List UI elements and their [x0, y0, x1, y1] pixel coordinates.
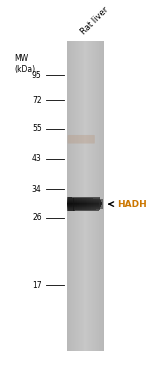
- FancyBboxPatch shape: [68, 135, 95, 144]
- Bar: [84, 41, 85, 351]
- Bar: [77, 41, 78, 351]
- Bar: [67, 204, 102, 205]
- Bar: [67, 203, 102, 204]
- Bar: [96, 41, 97, 351]
- Bar: [67, 197, 100, 198]
- Bar: [94, 41, 95, 351]
- Bar: [77, 198, 79, 210]
- Bar: [67, 205, 101, 206]
- Bar: [72, 41, 73, 351]
- Bar: [67, 41, 68, 351]
- Bar: [88, 41, 89, 351]
- Text: 72: 72: [32, 96, 42, 104]
- Bar: [93, 41, 94, 351]
- Bar: [73, 198, 75, 211]
- Bar: [67, 204, 102, 205]
- Bar: [67, 210, 99, 211]
- Text: 43: 43: [32, 154, 42, 163]
- Bar: [67, 200, 101, 201]
- Bar: [67, 198, 100, 199]
- Bar: [103, 41, 104, 351]
- Bar: [81, 41, 82, 351]
- Bar: [98, 41, 99, 351]
- Text: 17: 17: [32, 281, 42, 290]
- Bar: [99, 41, 100, 351]
- Bar: [92, 41, 93, 351]
- Bar: [67, 208, 100, 209]
- Bar: [80, 198, 82, 210]
- Bar: [69, 41, 70, 351]
- Bar: [99, 41, 100, 351]
- Bar: [91, 41, 92, 351]
- Bar: [78, 41, 79, 351]
- Bar: [73, 41, 74, 351]
- Bar: [86, 41, 87, 351]
- Bar: [67, 206, 101, 207]
- Bar: [90, 41, 91, 351]
- Text: 95: 95: [32, 70, 42, 80]
- Bar: [67, 208, 100, 209]
- Bar: [89, 41, 90, 351]
- Bar: [83, 41, 84, 351]
- Text: 26: 26: [32, 213, 42, 222]
- Bar: [67, 198, 100, 199]
- Bar: [99, 199, 101, 209]
- Bar: [84, 41, 85, 351]
- Bar: [74, 41, 75, 351]
- Text: 55: 55: [32, 124, 42, 133]
- Bar: [96, 199, 98, 210]
- Bar: [71, 41, 72, 351]
- Bar: [67, 209, 100, 210]
- Bar: [67, 209, 100, 210]
- Bar: [67, 205, 101, 206]
- Text: MW
(kDa): MW (kDa): [14, 54, 35, 74]
- Bar: [82, 41, 83, 351]
- Bar: [75, 41, 76, 351]
- Bar: [67, 201, 101, 202]
- Bar: [95, 41, 96, 351]
- Bar: [94, 199, 96, 210]
- Bar: [87, 41, 88, 351]
- Text: 34: 34: [32, 184, 42, 194]
- Bar: [91, 199, 93, 210]
- Bar: [67, 206, 101, 207]
- Bar: [80, 41, 81, 351]
- Text: Rat liver: Rat liver: [79, 5, 110, 36]
- Bar: [82, 198, 84, 210]
- Bar: [85, 198, 87, 210]
- Bar: [79, 41, 80, 351]
- Bar: [68, 41, 69, 351]
- Bar: [102, 41, 103, 351]
- Bar: [89, 199, 91, 210]
- Bar: [101, 199, 103, 209]
- Bar: [97, 41, 98, 351]
- Bar: [69, 41, 70, 351]
- Bar: [79, 198, 81, 210]
- Bar: [76, 41, 77, 351]
- Bar: [67, 202, 101, 203]
- Bar: [100, 41, 101, 351]
- Bar: [72, 197, 74, 211]
- Bar: [67, 202, 102, 203]
- Text: HADH: HADH: [117, 200, 146, 208]
- Bar: [85, 41, 86, 351]
- Bar: [70, 197, 72, 211]
- Bar: [67, 200, 101, 201]
- Bar: [93, 199, 94, 210]
- Bar: [98, 199, 100, 209]
- Bar: [87, 198, 89, 210]
- Bar: [84, 198, 86, 210]
- Bar: [70, 41, 71, 351]
- Bar: [67, 207, 101, 208]
- Bar: [101, 41, 102, 351]
- Bar: [68, 197, 70, 211]
- Bar: [67, 199, 100, 200]
- Bar: [75, 198, 77, 210]
